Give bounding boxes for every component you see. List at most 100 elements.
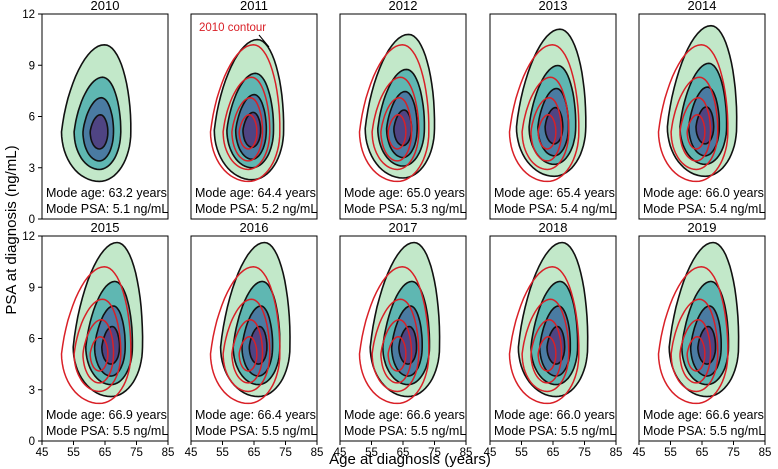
mode-age-label: Mode age: 64.4 years — [195, 186, 316, 200]
panel-frame — [339, 13, 467, 220]
x-tick-label: 45 — [185, 447, 198, 459]
reference-contour-2010-3 — [231, 96, 264, 162]
mode-age-label: Mode age: 63.2 years — [46, 186, 167, 200]
mode-age-label: Mode age: 66.6 years — [344, 408, 465, 422]
reference-contour-2010-3 — [82, 318, 115, 384]
mode-psa-label: Mode PSA: 5.5 ng/mL — [344, 424, 466, 438]
reference-contour-2010-4 — [387, 114, 407, 150]
panel-year-title: 2015 — [91, 220, 120, 235]
panel-2012: 2012 Mode age: 65.0 years Mode PSA: 5.3 ng… — [339, 0, 467, 220]
panel-year-title: 2013 — [539, 0, 568, 13]
panel-year-title: 2011 — [240, 0, 268, 13]
mode-age-label: Mode age: 65.0 years — [344, 186, 465, 200]
reference-contour-2010-1 — [508, 44, 580, 183]
x-tick-label: 55 — [365, 447, 378, 459]
panel-2019: 2019 Mode age: 66.6 years Mode PSA: 5.5 ng… — [633, 220, 772, 459]
reference-contour-2010-1 — [358, 44, 430, 183]
x-tick-label: 75 — [727, 447, 740, 459]
density-contour-4 — [393, 109, 413, 147]
panel-2017: 2017 Mode age: 66.6 years Mode PSA: 5.5 ng… — [334, 220, 473, 459]
reference-annotation: 2010 contour — [199, 22, 266, 34]
mode-psa-label: Mode PSA: 5.5 ng/mL — [494, 424, 616, 438]
mode-age-label: Mode age: 66.9 years — [46, 408, 167, 422]
mode-psa-label: Mode PSA: 5.3 ng/mL — [344, 202, 466, 216]
x-tick-label: 45 — [484, 447, 497, 459]
panel-2016: 2016 Mode age: 66.4 years Mode PSA: 5.5 ng… — [185, 220, 324, 459]
x-tick-label: 85 — [311, 447, 324, 459]
x-axis-title: Age at diagnosis (years) — [329, 451, 491, 468]
x-tick-label: 65 — [696, 447, 709, 459]
reference-contour-2010-1 — [508, 266, 580, 405]
x-tick-label: 85 — [460, 447, 473, 459]
y-tick-label: 0 — [29, 436, 35, 448]
x-tick-label: 75 — [428, 447, 441, 459]
reference-contour-2010-1 — [657, 44, 729, 183]
panel-frame — [638, 13, 766, 220]
reference-contour-2010-4 — [686, 114, 706, 150]
panel-year-title: 2010 — [91, 0, 120, 13]
panel-2018: 2018 Mode age: 66.0 years Mode PSA: 5.5 ng… — [484, 220, 623, 459]
reference-contour-2010-3 — [679, 318, 712, 384]
panel-year-title: 2017 — [389, 220, 418, 235]
reference-contour-2010-2 — [670, 298, 719, 393]
reference-contour-2010-1 — [358, 266, 430, 405]
reference-contour-2010-4 — [238, 114, 258, 150]
panel-year-title: 2018 — [539, 220, 568, 235]
mode-psa-label: Mode PSA: 5.1 ng/mL — [46, 202, 168, 216]
y-tick-label: 12 — [22, 9, 35, 21]
density-contour-4 — [100, 325, 121, 365]
y-tick-label: 12 — [22, 231, 35, 243]
x-tick-label: 55 — [515, 447, 528, 459]
x-tick-label: 75 — [279, 447, 292, 459]
mode-age-label: Mode age: 66.0 years — [643, 186, 764, 200]
annotation-leader-line — [258, 34, 270, 48]
x-tick-label: 75 — [130, 447, 143, 459]
reference-contour-2010-2 — [670, 76, 719, 171]
panel-2015: 2015 Mode age: 66.9 years Mode PSA: 5.5 ng… — [22, 220, 174, 459]
reference-contour-2010-3 — [530, 96, 563, 162]
reference-contour-2010-1 — [209, 266, 281, 405]
reference-contour-2010-2 — [371, 76, 420, 171]
y-tick-label: 9 — [29, 60, 35, 72]
y-tick-label: 0 — [29, 214, 35, 226]
reference-contour-2010-1 — [209, 44, 281, 183]
reference-contour-2010-3 — [380, 96, 413, 162]
panel-grid: 2010 Mode age: 63.2 years Mode PSA: 5.1 ng… — [22, 0, 771, 459]
x-tick-label: 55 — [67, 447, 80, 459]
reference-contour-2010-1 — [657, 266, 729, 405]
panel-frame — [190, 13, 318, 220]
mode-psa-label: Mode PSA: 5.2 ng/mL — [195, 202, 317, 216]
panel-2010: 2010 Mode age: 63.2 years Mode PSA: 5.1 ng… — [22, 0, 169, 226]
x-tick-label: 65 — [248, 447, 261, 459]
y-axis-title: PSA at diagnosis (ng/mL) — [3, 145, 20, 314]
reference-contour-2010-4 — [686, 336, 706, 372]
x-tick-label: 65 — [547, 447, 560, 459]
panel-2014: 2014 Mode age: 66.0 years Mode PSA: 5.4 ng… — [638, 0, 766, 220]
mode-psa-label: Mode PSA: 5.5 ng/mL — [46, 424, 168, 438]
mode-age-label: Mode age: 65.4 years — [494, 186, 615, 200]
reference-contour-2010-3 — [679, 96, 712, 162]
x-tick-label: 85 — [162, 447, 175, 459]
panel-year-title: 2019 — [688, 220, 717, 235]
reference-contour-2010-4 — [89, 336, 109, 372]
mode-psa-label: Mode PSA: 5.5 ng/mL — [195, 424, 317, 438]
panel-year-title: 2016 — [240, 220, 269, 235]
panel-frame — [489, 13, 617, 220]
reference-contour-2010-2 — [521, 76, 570, 171]
x-tick-label: 85 — [610, 447, 623, 459]
mode-psa-label: Mode PSA: 5.4 ng/mL — [494, 202, 616, 216]
reference-contour-2010-2 — [222, 298, 271, 393]
y-tick-label: 6 — [29, 112, 35, 124]
reference-contour-2010-2 — [222, 76, 271, 171]
x-tick-label: 45 — [334, 447, 347, 459]
density-contour-4 — [89, 113, 109, 150]
mode-psa-label: Mode PSA: 5.4 ng/mL — [643, 202, 765, 216]
y-tick-label: 3 — [29, 385, 35, 397]
reference-contour-2010-3 — [530, 318, 563, 384]
x-tick-label: 85 — [759, 447, 772, 459]
reference-contour-2010-3 — [231, 318, 264, 384]
y-tick-label: 6 — [29, 334, 35, 346]
reference-contour-2010-2 — [521, 298, 570, 393]
y-tick-label: 9 — [29, 282, 35, 294]
